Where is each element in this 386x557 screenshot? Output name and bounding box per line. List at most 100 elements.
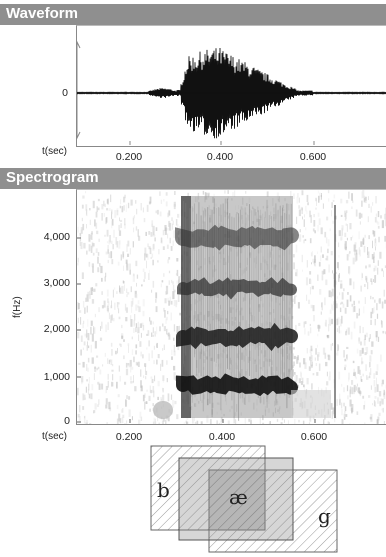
spectrogram-noise	[317, 324, 320, 329]
spectrogram-noise	[307, 202, 309, 206]
spectrogram-noise	[328, 422, 330, 424]
spectrogram-noise	[310, 304, 313, 309]
spectrogram-noise	[310, 279, 312, 285]
spectrogram-noise	[146, 260, 147, 269]
spectrogram-noise	[348, 377, 350, 382]
spectrogram-noise	[116, 404, 119, 410]
spectrogram-noise	[373, 279, 374, 282]
spectrogram-noise	[331, 210, 332, 217]
spectrogram-noise	[365, 275, 368, 281]
spectrogram-y-tick: 4,000	[43, 231, 70, 243]
spectrogram-noise	[110, 342, 113, 347]
spectrogram-noise	[83, 341, 86, 346]
spectrogram-noise	[86, 224, 87, 229]
spectrogram-y-tick: 0	[64, 415, 70, 427]
spectrogram-noise	[77, 423, 79, 424]
spectrogram-noise	[331, 303, 333, 310]
spectrogram-noise	[381, 220, 384, 229]
spectrogram-noise	[326, 371, 328, 377]
spectrogram-noise	[166, 244, 169, 249]
spectrogram-noise	[342, 303, 345, 308]
spectrogram-noise	[370, 206, 372, 213]
spectrogram-noise	[173, 350, 176, 356]
spectrogram-noise	[81, 272, 84, 279]
spectrogram-noise	[311, 383, 313, 390]
spectrogram-noise	[152, 407, 154, 411]
spectrogram-noise	[144, 253, 146, 261]
spectrogram-noise	[150, 232, 153, 237]
spectrogram-noise	[135, 327, 137, 333]
spectrogram-noise	[153, 231, 155, 235]
spectrogram-noise	[365, 364, 367, 372]
spectrogram-noise	[366, 375, 368, 380]
spectrogram-noise	[316, 199, 317, 206]
spectrogram-noise	[368, 203, 370, 208]
spectrogram-noise	[352, 257, 355, 265]
spectrogram-noise	[104, 203, 106, 207]
spectrogram-noise	[309, 415, 312, 422]
spectrogram-noise	[317, 274, 319, 281]
spectrogram-noise	[312, 373, 315, 376]
spectrogram-noise	[311, 262, 312, 265]
spectrogram-noise	[363, 197, 366, 203]
spectrogram-noise	[124, 194, 126, 199]
spectrogram-noise	[269, 421, 271, 424]
spectrogram-noise	[131, 305, 133, 313]
spectrogram-noise	[132, 216, 134, 221]
spectrogram-noise	[94, 366, 97, 372]
spectrogram-noise	[318, 261, 321, 267]
spectrogram-noise	[358, 337, 361, 344]
spectrogram-noise	[165, 227, 167, 235]
spectrogram-noise	[92, 252, 95, 256]
spectrogram-noise	[378, 298, 381, 304]
spectrogram-noise	[149, 317, 151, 322]
spectrogram-noise	[128, 345, 129, 353]
spectrogram-striation	[231, 216, 233, 401]
spectrogram-noise	[295, 269, 298, 277]
spectrogram-noise	[332, 220, 335, 224]
spectrogram-noise	[107, 259, 109, 264]
spectrogram-noise	[317, 251, 318, 254]
spectrogram-noise	[355, 249, 358, 255]
spectrogram-noise	[373, 380, 376, 387]
spectrogram-noise	[87, 341, 88, 346]
spectrogram-noise	[309, 349, 311, 353]
spectrogram-y-tick: 2,000	[43, 323, 70, 335]
spectrogram-noise	[299, 229, 301, 233]
spectrogram-noise	[145, 253, 148, 258]
spectrogram-noise	[145, 401, 148, 404]
spectrogram-noise	[87, 367, 89, 372]
spectrogram-y-tick: 1,000	[43, 371, 70, 383]
spectrogram-striation	[238, 213, 239, 421]
spectrogram-noise	[355, 209, 358, 217]
spectrogram-noise	[245, 191, 247, 194]
spectrogram-noise	[293, 355, 296, 360]
spectrogram-noise	[101, 383, 104, 390]
spectrogram-noise	[148, 395, 151, 401]
spectrogram-noise	[311, 364, 313, 368]
spectrogram-noise	[383, 270, 384, 277]
spectrogram-noise	[123, 265, 124, 271]
spectrogram-noise	[93, 326, 95, 334]
spectrogram-noise	[352, 306, 354, 313]
spectrogram-noise	[130, 366, 132, 373]
spectrogram-noise	[77, 262, 79, 266]
spectrogram-noise	[330, 251, 333, 256]
spectrogram-noise	[337, 317, 340, 325]
spectrogram-noise	[281, 417, 284, 421]
spectrogram-noise	[95, 283, 98, 287]
spectrogram-striation	[286, 203, 288, 409]
spectrogram-noise	[149, 247, 152, 255]
spectrogram-noise	[130, 380, 133, 384]
spectrogram-noise	[331, 412, 334, 416]
spectrogram-noise	[332, 270, 333, 274]
spectrogram-noise	[373, 252, 375, 258]
spectrogram-noise	[91, 357, 94, 364]
spectrogram-noise	[314, 255, 316, 263]
spectrogram-noise	[346, 354, 348, 359]
spectrogram-noise	[351, 193, 353, 201]
spectrogram-noise	[368, 395, 371, 398]
spectrogram-striation	[284, 212, 286, 396]
spectrogram-noise	[360, 379, 363, 382]
spectrogram-noise	[325, 279, 328, 286]
